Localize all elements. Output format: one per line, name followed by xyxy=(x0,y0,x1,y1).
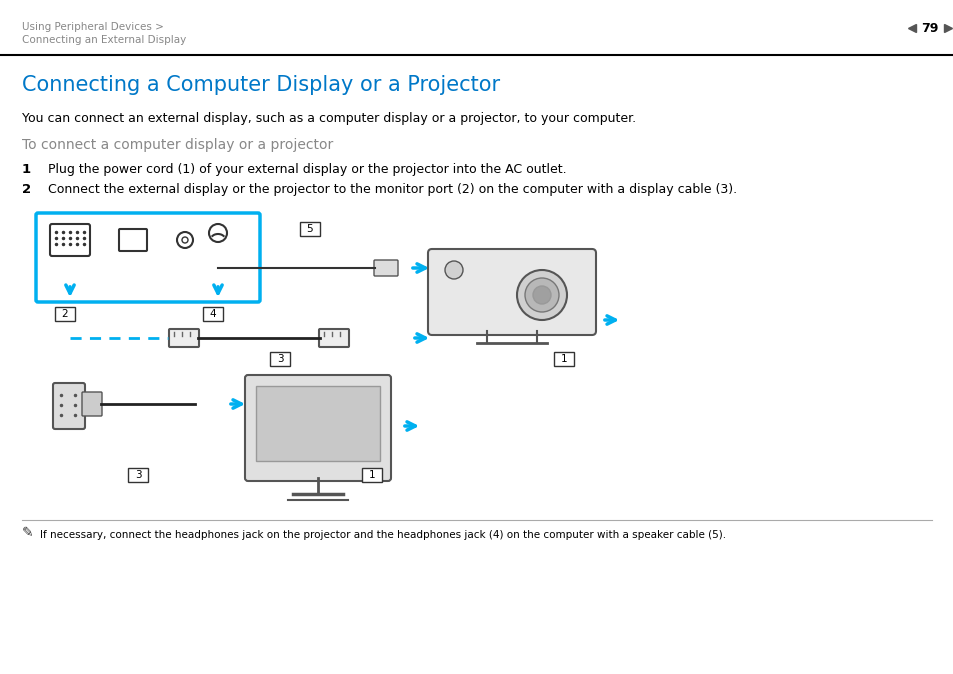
Text: To connect a computer display or a projector: To connect a computer display or a proje… xyxy=(22,138,333,152)
Text: Connecting an External Display: Connecting an External Display xyxy=(22,35,186,45)
FancyBboxPatch shape xyxy=(374,260,397,276)
Text: 2: 2 xyxy=(22,183,31,196)
Text: 5: 5 xyxy=(306,224,313,234)
Bar xyxy=(203,307,223,321)
FancyBboxPatch shape xyxy=(50,224,90,256)
FancyBboxPatch shape xyxy=(245,375,391,481)
Text: 3: 3 xyxy=(134,470,141,480)
Bar xyxy=(128,468,148,482)
Circle shape xyxy=(182,237,188,243)
Bar xyxy=(361,468,381,482)
Text: Plug the power cord (1) of your external display or the projector into the AC ou: Plug the power cord (1) of your external… xyxy=(48,163,566,176)
Text: 3: 3 xyxy=(276,354,283,364)
FancyBboxPatch shape xyxy=(53,383,85,429)
FancyBboxPatch shape xyxy=(82,392,102,416)
Circle shape xyxy=(533,286,551,304)
Text: Connecting a Computer Display or a Projector: Connecting a Computer Display or a Proje… xyxy=(22,75,499,95)
FancyBboxPatch shape xyxy=(36,213,260,302)
Bar xyxy=(255,386,379,461)
Circle shape xyxy=(524,278,558,312)
Text: You can connect an external display, such as a computer display or a projector, : You can connect an external display, suc… xyxy=(22,112,636,125)
FancyBboxPatch shape xyxy=(119,229,147,251)
Bar xyxy=(55,307,75,321)
Bar xyxy=(299,222,319,236)
Text: 2: 2 xyxy=(62,309,69,319)
Text: 1: 1 xyxy=(560,354,567,364)
FancyBboxPatch shape xyxy=(318,329,349,347)
Circle shape xyxy=(517,270,566,320)
Text: Connect the external display or the projector to the monitor port (2) on the com: Connect the external display or the proj… xyxy=(48,183,737,196)
Bar xyxy=(270,352,290,366)
Bar xyxy=(554,352,574,366)
Text: If necessary, connect the headphones jack on the projector and the headphones ja: If necessary, connect the headphones jac… xyxy=(40,530,725,540)
Text: 1: 1 xyxy=(368,470,375,480)
Circle shape xyxy=(177,232,193,248)
FancyBboxPatch shape xyxy=(169,329,199,347)
Text: 1: 1 xyxy=(22,163,31,176)
Circle shape xyxy=(444,261,462,279)
Text: 4: 4 xyxy=(210,309,216,319)
Text: ✎: ✎ xyxy=(22,526,33,540)
Text: 79: 79 xyxy=(921,22,938,34)
Text: Using Peripheral Devices >: Using Peripheral Devices > xyxy=(22,22,164,32)
FancyBboxPatch shape xyxy=(428,249,596,335)
